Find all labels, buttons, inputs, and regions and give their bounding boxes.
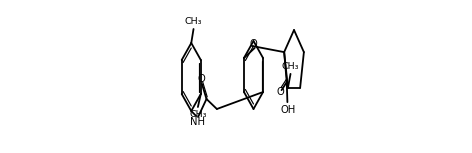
Text: CH₃: CH₃ (185, 17, 202, 26)
Text: CH₃: CH₃ (282, 62, 299, 71)
Text: CH₃: CH₃ (189, 110, 207, 119)
Text: OH: OH (280, 105, 295, 115)
Text: NH: NH (190, 117, 205, 127)
Text: O: O (249, 39, 257, 49)
Text: O: O (277, 87, 284, 97)
Text: O: O (197, 74, 205, 84)
